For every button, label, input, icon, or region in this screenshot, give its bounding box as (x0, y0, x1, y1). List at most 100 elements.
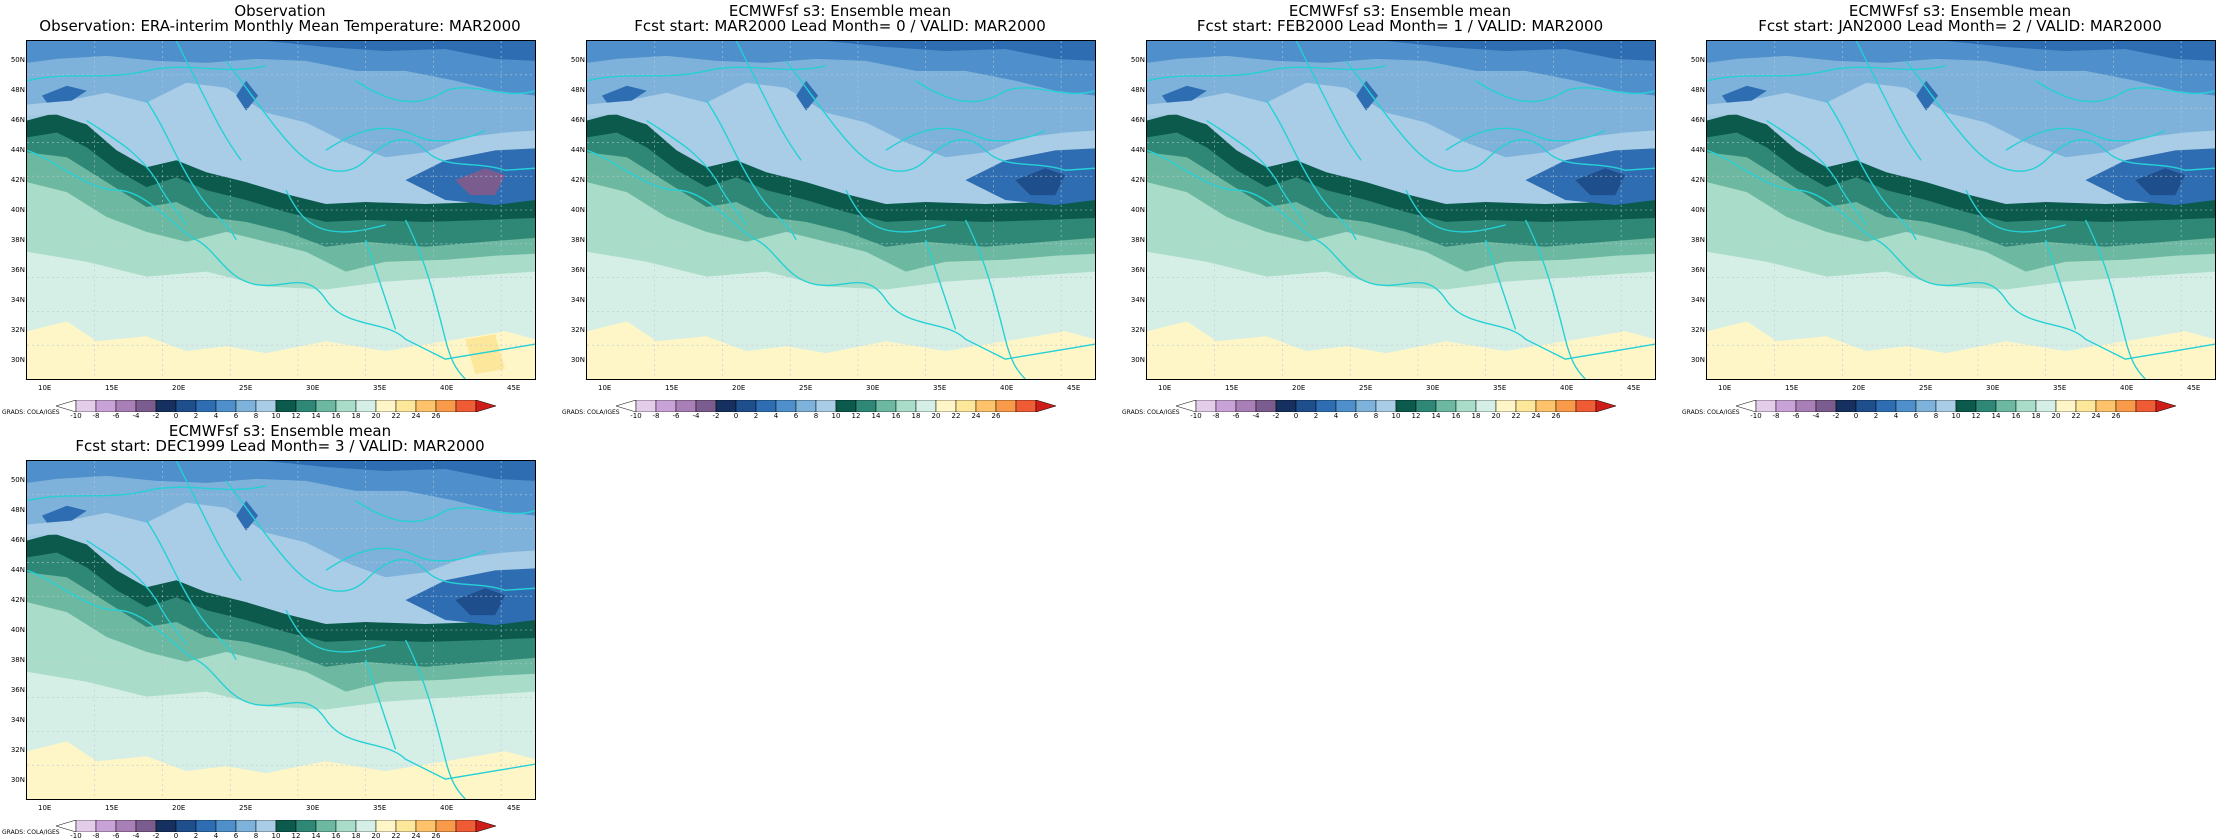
colorbar-swatch (375, 400, 397, 412)
colorbar-swatch (1255, 400, 1277, 412)
coastline (1295, 41, 1362, 161)
lat-tick-label: 38N (570, 236, 585, 244)
colorbar-swatch (315, 400, 337, 412)
colorbar-swatch (1875, 400, 1897, 412)
colorbar-tick-label: 20 (2051, 412, 2061, 420)
coastline (404, 639, 466, 799)
lat-tick-label: 30N (1130, 356, 1145, 364)
colorbar-swatch-max (475, 400, 496, 412)
colorbar-swatch (375, 820, 397, 832)
colorbar-swatch (1395, 400, 1417, 412)
lon-tick-label: 20E (172, 804, 186, 812)
lat-tick-label: 42N (10, 596, 25, 604)
colorbar-swatch (155, 820, 177, 832)
lon-tick-label: 15E (105, 804, 119, 812)
lat-tick-label: 32N (570, 326, 585, 334)
temperature-map (586, 40, 1096, 380)
cold-spot-northwest (41, 505, 87, 523)
lon-tick-label: 35E (1493, 384, 1507, 392)
colorbar-tick-label: 24 (1531, 412, 1541, 420)
band-12 (27, 600, 535, 710)
coastline (225, 60, 535, 172)
colorbar-swatch (695, 400, 717, 412)
cold-spot-northwest (1161, 85, 1207, 103)
colorbar-swatch (975, 400, 997, 412)
coastline (225, 480, 535, 592)
lon-tick-label: 30E (866, 384, 880, 392)
coastline (175, 41, 242, 161)
colorbar-tick-label: 0 (173, 832, 179, 840)
map-contours (27, 41, 535, 379)
map-panel-lead-0: ECMWFsf s3: Ensemble mean Fcst start: MAR… (560, 0, 1120, 420)
coastline (365, 239, 397, 330)
coastline (1475, 80, 1655, 103)
colorbar-tick-label: -8 (92, 832, 100, 840)
coastline (1707, 65, 1947, 82)
colorbar-tick-label: 8 (813, 412, 819, 420)
lat-tick-label: 48N (570, 86, 585, 94)
colorbar-tick-label: -10 (70, 832, 82, 840)
lon-tick-label: 35E (933, 384, 947, 392)
lat-tick-label: 44N (1130, 146, 1145, 154)
colorbar-tick-label: 10 (1391, 412, 1401, 420)
lon-tick-label: 45E (507, 804, 521, 812)
cold-spot-northwest (1721, 85, 1767, 103)
cold-spot-northwest (601, 85, 647, 103)
grads-credit: GRADS: COLA/IGES (562, 409, 620, 416)
colorbar-tick-label: -8 (1772, 412, 1780, 420)
band-6 (1707, 112, 2215, 222)
lat-tick-label: 30N (570, 356, 585, 364)
colorbar-swatch (2035, 400, 2057, 412)
colorbar-swatch (95, 820, 117, 832)
coastline (27, 65, 267, 82)
colorbar-tick-label: 16 (331, 832, 341, 840)
coastline (2035, 80, 2215, 103)
coastline (2005, 127, 2166, 151)
lon-tick-label: 40E (440, 804, 454, 812)
lon-tick-label: 15E (665, 384, 679, 392)
colorbar-swatch (955, 400, 977, 412)
panel-title: ECMWFsf s3: Ensemble mean (1288, 2, 1512, 20)
lat-tick-label: 38N (1690, 236, 1705, 244)
colorbar-tick-label: -6 (112, 412, 120, 420)
colorbar-tick-label: 10 (271, 832, 281, 840)
band-cold-north (826, 41, 1095, 61)
colorbar-swatch (1895, 400, 1917, 412)
lon-tick-label: 25E (1919, 384, 1933, 392)
colorbar-tick-label: -10 (1190, 412, 1202, 420)
coastline (885, 127, 1046, 151)
lat-tick-label: 40N (10, 626, 25, 634)
colorbar-tick-label: 10 (831, 412, 841, 420)
coastline (86, 119, 187, 226)
colorbar-tick-label: 4 (1893, 412, 1899, 420)
colorbar-swatch (915, 400, 937, 412)
lon-tick-label: 10E (38, 384, 52, 392)
colorbar-labels: -10 -8 -6 -4 -2 0 2 4 6 8 10 12 14 16 18 20 22 24 26 (1176, 412, 1616, 420)
lat-tick-label: 50N (1690, 56, 1705, 64)
colorbar-swatch (1335, 400, 1357, 412)
colorbar-swatch (115, 820, 137, 832)
map-panel-observation: Observation Observation: ERA-interim Mont… (0, 0, 560, 420)
coastline (404, 219, 466, 379)
coastline (325, 547, 486, 571)
lat-tick-label: 32N (10, 746, 25, 754)
colorbar-tick-label: 6 (233, 412, 239, 420)
panel-title: Observation (234, 2, 326, 20)
colorbar-tick-label: 10 (271, 412, 281, 420)
lat-tick-label: 44N (10, 146, 25, 154)
lon-tick-label: 15E (1785, 384, 1799, 392)
colorbar-tick-label: 6 (233, 832, 239, 840)
map-contours (27, 461, 535, 799)
lon-tick-label: 40E (1560, 384, 1574, 392)
band-0 (587, 41, 1095, 96)
lon-tick-label: 45E (2187, 384, 2201, 392)
lat-tick-label: 34N (1690, 296, 1705, 304)
colorbar-tick-label: 6 (1353, 412, 1359, 420)
colorbar-swatch (1995, 400, 2017, 412)
lon-tick-label: 40E (440, 384, 454, 392)
band-6 (1147, 112, 1655, 222)
coastline (587, 65, 827, 82)
lat-tick-label: 32N (1690, 326, 1705, 334)
colorbar-swatch (75, 820, 97, 832)
colorbar-tick-label: 18 (351, 832, 361, 840)
